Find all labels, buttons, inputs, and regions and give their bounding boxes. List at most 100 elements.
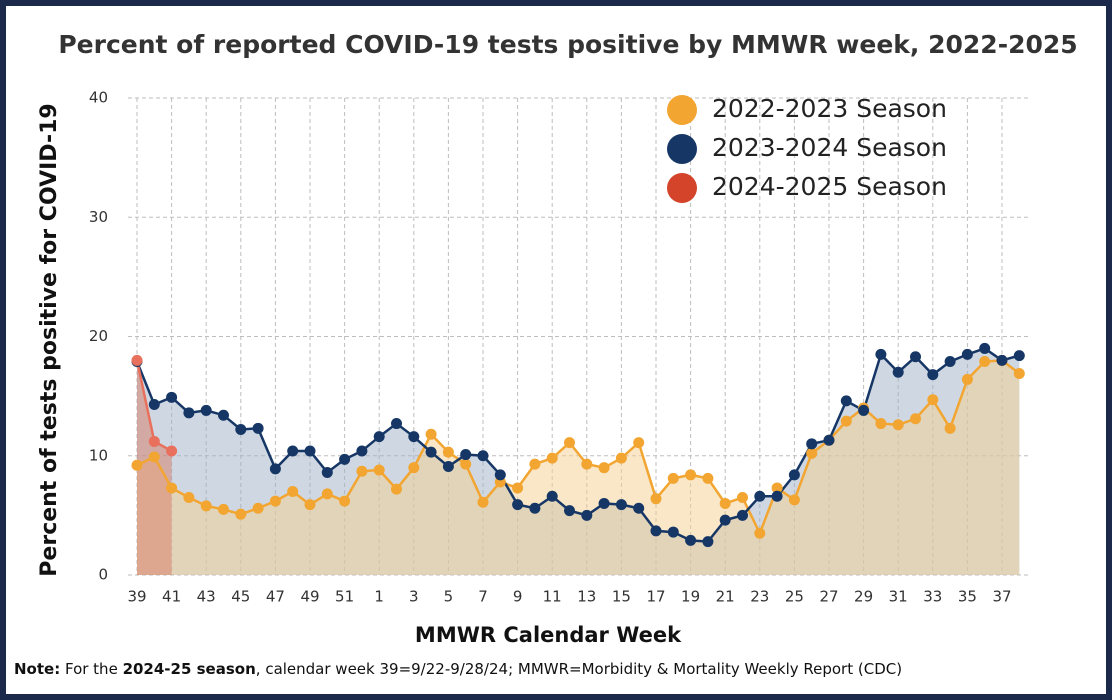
data-point xyxy=(391,483,402,495)
y-tick-label: 0 xyxy=(98,566,108,584)
data-point xyxy=(858,404,870,416)
x-tick-label: 9 xyxy=(513,588,523,606)
data-point xyxy=(581,509,593,521)
data-point xyxy=(910,413,921,425)
data-point xyxy=(460,449,472,461)
data-point xyxy=(235,424,247,436)
data-point xyxy=(910,351,921,363)
x-tick-label: 43 xyxy=(197,588,216,606)
legend-label: 2023-2024 Season xyxy=(712,133,947,162)
data-point xyxy=(598,462,610,474)
data-point xyxy=(685,469,697,481)
data-point xyxy=(477,496,489,508)
data-point xyxy=(200,404,212,416)
y-axis-label: Percent of tests positive for COVID-19 xyxy=(37,103,62,576)
data-point xyxy=(131,354,143,366)
data-point xyxy=(650,525,662,537)
x-tick-label: 15 xyxy=(612,588,631,606)
data-point xyxy=(564,437,575,449)
data-point xyxy=(581,458,593,470)
x-tick-label: 11 xyxy=(543,588,562,606)
data-point xyxy=(892,419,904,431)
data-point xyxy=(252,422,264,434)
x-tick-label: 33 xyxy=(923,588,942,606)
data-point xyxy=(391,418,402,430)
data-point xyxy=(408,462,420,474)
data-point xyxy=(598,497,610,509)
data-point xyxy=(546,452,558,464)
data-point xyxy=(218,503,229,515)
data-point xyxy=(477,450,489,462)
x-tick-label: 51 xyxy=(335,588,354,606)
data-point xyxy=(927,369,939,381)
data-point xyxy=(425,428,437,440)
data-point xyxy=(840,395,852,407)
data-point xyxy=(1013,350,1025,362)
note-part: Note: xyxy=(14,660,60,678)
x-tick-label: 19 xyxy=(681,588,700,606)
data-point xyxy=(702,536,714,548)
note: Note: For the 2024-25 season, calendar w… xyxy=(14,660,902,678)
data-point xyxy=(979,356,991,368)
data-point xyxy=(408,431,420,443)
data-point xyxy=(1013,367,1025,379)
data-point xyxy=(823,434,835,446)
data-point xyxy=(166,445,178,457)
data-point xyxy=(667,526,679,538)
legend-marker xyxy=(667,134,697,164)
series-area xyxy=(137,360,1020,575)
data-point xyxy=(148,451,160,463)
data-point xyxy=(633,437,645,449)
x-tick-label: 49 xyxy=(300,588,319,606)
data-point xyxy=(546,490,558,502)
data-point xyxy=(840,415,852,427)
data-point xyxy=(754,490,766,502)
x-tick-label: 23 xyxy=(750,588,769,606)
data-point xyxy=(356,465,368,477)
data-point xyxy=(944,356,956,368)
data-point xyxy=(131,459,143,471)
x-tick-label: 47 xyxy=(266,588,285,606)
x-tick-label: 45 xyxy=(231,588,250,606)
x-tick-label: 7 xyxy=(478,588,488,606)
data-point xyxy=(961,373,973,385)
data-point xyxy=(321,466,333,478)
data-point xyxy=(650,493,662,505)
data-point xyxy=(304,499,316,511)
data-point xyxy=(252,502,264,514)
chart-title: Percent of reported COVID-19 tests posit… xyxy=(58,30,1077,59)
data-point xyxy=(512,482,524,494)
data-point xyxy=(788,469,800,481)
data-point xyxy=(166,482,178,494)
data-point xyxy=(961,348,973,360)
data-point xyxy=(615,499,627,511)
data-point xyxy=(737,509,748,521)
x-tick-label: 39 xyxy=(127,588,146,606)
note-part: , calendar week 39=9/22-9/28/24; MMWR=Mo… xyxy=(256,660,902,678)
data-point xyxy=(667,472,679,484)
data-point xyxy=(148,398,160,410)
data-point xyxy=(304,445,316,457)
x-tick-label: 25 xyxy=(785,588,804,606)
data-point xyxy=(148,435,160,447)
data-point xyxy=(460,458,472,470)
data-point xyxy=(944,422,956,434)
x-tick-label: 13 xyxy=(577,588,596,606)
y-tick-label: 30 xyxy=(89,208,108,226)
data-point xyxy=(218,409,229,421)
data-point xyxy=(339,453,351,465)
data-point xyxy=(235,508,247,520)
data-point xyxy=(771,490,783,502)
data-point xyxy=(564,505,575,517)
data-point xyxy=(806,438,818,450)
x-tick-label: 27 xyxy=(819,588,838,606)
data-point xyxy=(892,366,904,378)
series-area xyxy=(137,360,172,575)
x-tick-label: 21 xyxy=(716,588,735,606)
data-point xyxy=(771,482,783,494)
data-point xyxy=(529,502,541,514)
data-point xyxy=(373,431,385,443)
x-tick-label: 41 xyxy=(162,588,181,606)
data-point xyxy=(633,502,645,514)
